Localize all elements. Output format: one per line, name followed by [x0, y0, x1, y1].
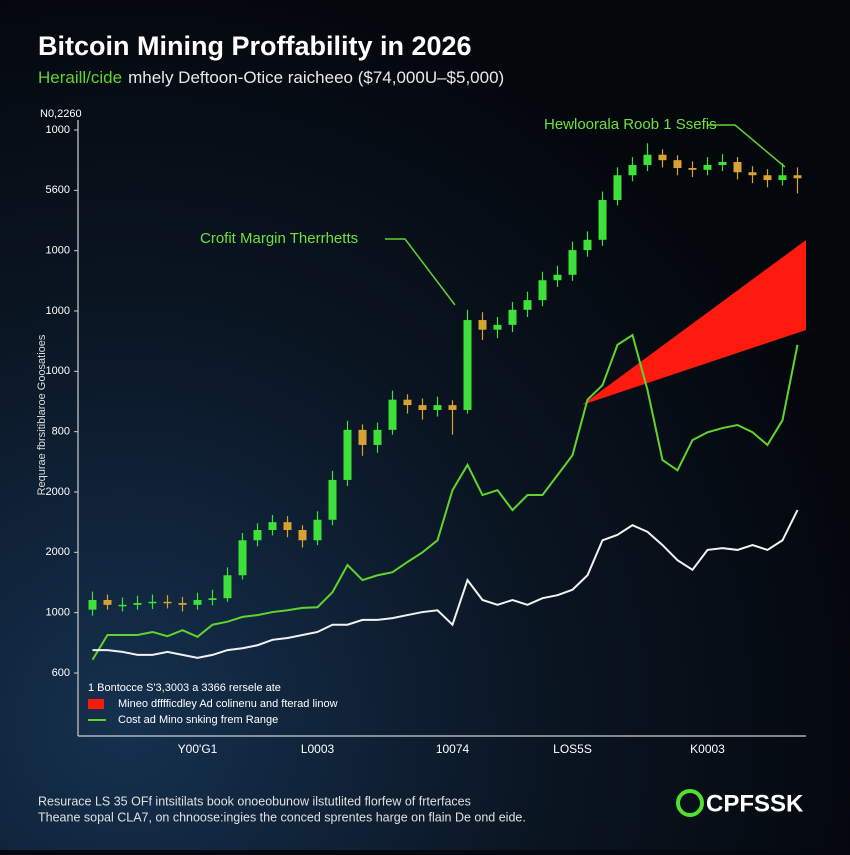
chart-title: Bitcoin Mining Proffability in 2026 — [38, 31, 472, 61]
x-tick-label: 10074 — [436, 742, 470, 756]
subtitle-text: mhely Deftoon-Otice raicheeo ($74,000U–$… — [128, 68, 504, 87]
y-tick-label: 2000 — [46, 546, 70, 558]
line-series — [92, 509, 799, 659]
logo-icon — [676, 789, 704, 817]
y-tick-label: 1000 — [46, 365, 70, 377]
candle-body — [733, 161, 742, 173]
candle-body — [208, 598, 217, 600]
chart-subtitle: Heraill/cide mhely Deftoon-Otice raicheeo… — [38, 68, 504, 87]
margin-wedge — [582, 240, 806, 405]
candle-body — [643, 154, 652, 165]
y-tick-label: 5600 — [46, 184, 70, 196]
annotation-arrow — [385, 238, 456, 306]
candle-body — [508, 309, 517, 325]
y-tick-label: 1000 — [46, 124, 70, 136]
candle-body — [703, 164, 712, 170]
y-tick-label: 1000 — [46, 245, 70, 257]
candle-body — [373, 429, 382, 445]
candle-body — [718, 161, 727, 165]
candle-body — [598, 199, 607, 240]
candle-body — [463, 320, 472, 410]
x-tick-label: L0003 — [301, 742, 335, 756]
candle-body — [178, 603, 187, 605]
candle-body — [283, 522, 292, 531]
candle-body — [328, 479, 337, 520]
candle-body — [793, 175, 802, 179]
y-tick-label: 1000 — [46, 305, 70, 317]
candle-body — [268, 522, 277, 531]
candle-body — [448, 405, 457, 410]
annotation: Crofit Margin Therrhetts — [200, 230, 358, 247]
x-tick-label: Y00'G1 — [178, 742, 218, 756]
candle-body — [148, 601, 157, 604]
legend-swatch — [88, 699, 104, 709]
candle-body — [193, 599, 202, 605]
candle-body — [688, 168, 697, 170]
x-tick-label: K0003 — [690, 742, 725, 756]
candle-body — [523, 300, 532, 310]
legend-label: 1 Bontocce S'3,3003 a 3366 rersele ate — [88, 682, 281, 694]
legend-label: Mineo dfffficdley Ad colinenu and fterad… — [118, 698, 338, 710]
candle-body — [658, 154, 667, 161]
candle-body — [103, 599, 112, 605]
candle-body — [88, 599, 97, 610]
candle-body — [778, 175, 787, 181]
candle-body — [583, 239, 592, 251]
candle-body — [313, 519, 322, 541]
y-tick-label: 1000 — [46, 607, 70, 619]
y-unit: N0,2260 — [40, 108, 82, 120]
annotation: Hewloorala Roob 1 Ssefis — [544, 116, 717, 133]
plot — [88, 143, 802, 661]
candle-body — [553, 274, 562, 281]
logo: CPFSSK — [706, 790, 804, 817]
y-tick-label: 800 — [52, 426, 70, 438]
candle-body — [118, 604, 127, 607]
annotation-arrow — [708, 124, 786, 168]
candle-body — [388, 399, 397, 430]
candle-body — [358, 429, 367, 445]
legend-label: Cost ad Mino snking frem Range — [118, 714, 278, 726]
candle-body — [253, 530, 262, 541]
candle-body — [343, 429, 352, 480]
candle-body — [628, 164, 637, 176]
candle-body — [673, 160, 682, 169]
candle-body — [433, 405, 442, 410]
legend: 1 Bontocce S'3,3003 a 3366 rersele ate Mi… — [88, 682, 338, 726]
candle-body — [133, 603, 142, 605]
candle-body — [163, 601, 172, 604]
y-tick-label: 600 — [52, 667, 70, 679]
candle-body — [493, 324, 502, 330]
candle-body — [298, 530, 307, 541]
candle-body — [418, 405, 427, 410]
candle-body — [403, 399, 412, 406]
x-tick-label: LOS5S — [553, 742, 592, 756]
candle-body — [478, 320, 487, 330]
candle-body — [613, 175, 622, 200]
footer-text: Resurace LS 35 OFf intsitilats book onoe… — [38, 794, 471, 808]
candle-body — [748, 172, 757, 176]
candle-body — [568, 250, 577, 275]
y-axis-label: Requrae fbrsitiblaroe Goosatioes — [36, 334, 48, 495]
line-series — [91, 333, 799, 661]
candle-body — [223, 575, 232, 599]
candle-body — [538, 280, 547, 301]
candle-body — [763, 175, 772, 181]
y-tick-label: 2000 — [46, 486, 70, 498]
candle-body — [238, 540, 247, 576]
footer-text: Theane sopal CLA7, on chnoose:ingies the… — [38, 810, 526, 824]
subtitle-highlight: Heraill/cide — [38, 68, 122, 87]
